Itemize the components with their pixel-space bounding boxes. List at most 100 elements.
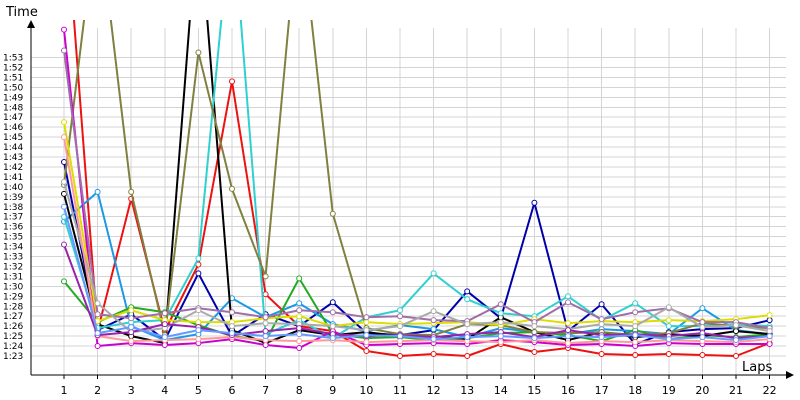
data-point <box>229 185 235 192</box>
data-point <box>262 291 269 298</box>
data-point <box>296 313 303 320</box>
y-tick-label: 1:50 <box>3 83 23 93</box>
series-line <box>72 20 770 357</box>
data-point <box>61 203 67 210</box>
series-8 <box>61 26 773 352</box>
data-point <box>195 319 202 326</box>
data-point <box>195 255 202 262</box>
data-point <box>195 270 202 277</box>
x-tick-label: 16 <box>561 384 575 397</box>
data-point <box>329 309 336 316</box>
data-point <box>229 309 235 316</box>
x-tick-label: 20 <box>695 384 709 397</box>
data-point <box>699 324 706 331</box>
data-point <box>598 351 605 358</box>
data-point <box>632 309 639 316</box>
x-tick-label: 15 <box>527 384 541 397</box>
data-point <box>94 343 101 350</box>
data-point <box>699 305 706 312</box>
data-point <box>128 307 135 314</box>
x-tick-label: 21 <box>729 384 743 397</box>
y-tick-label: 1:43 <box>3 153 23 163</box>
data-point <box>665 304 672 311</box>
data-point <box>531 199 538 206</box>
data-point <box>161 321 168 328</box>
series-line <box>63 20 770 340</box>
data-point <box>262 342 269 349</box>
series <box>61 20 773 359</box>
data-point <box>464 353 471 359</box>
data-point <box>262 314 269 321</box>
y-tick-label: 1:41 <box>3 173 23 183</box>
data-point <box>497 301 504 308</box>
x-tick-label: 19 <box>662 384 676 397</box>
y-tick-label: 1:48 <box>3 103 23 113</box>
data-point <box>195 327 202 334</box>
data-point <box>363 332 370 339</box>
y-tick-label: 1:28 <box>3 302 23 312</box>
y-axis-arrow-icon <box>27 20 35 28</box>
data-point <box>363 348 370 355</box>
y-tick-label: 1:51 <box>3 73 23 83</box>
y-tick-label: 1:31 <box>3 272 23 282</box>
y-tick-label: 1:42 <box>3 163 23 173</box>
data-point <box>430 326 437 333</box>
data-point <box>699 334 706 341</box>
data-point <box>766 333 773 340</box>
data-point <box>430 351 437 358</box>
y-tick-label: 1:38 <box>3 203 23 213</box>
data-point <box>329 299 336 306</box>
data-point <box>94 330 101 337</box>
data-point <box>296 307 303 314</box>
y-tick-label: 1:27 <box>3 312 23 322</box>
data-point <box>94 300 101 307</box>
data-point <box>497 333 504 340</box>
series-line <box>63 29 770 350</box>
series-line <box>63 161 770 346</box>
data-point <box>397 307 403 314</box>
series-5 <box>61 20 773 347</box>
data-point <box>766 328 773 335</box>
data-point <box>195 336 202 343</box>
data-point <box>262 273 269 280</box>
data-point <box>766 341 773 348</box>
data-point <box>61 134 67 141</box>
data-point <box>665 351 672 358</box>
x-tick-label: 1 <box>61 384 68 397</box>
data-point <box>733 328 739 335</box>
data-point <box>94 311 101 318</box>
x-tick-label: 22 <box>763 384 777 397</box>
data-point <box>262 333 269 340</box>
y-tick-labels: 1:231:241:251:261:271:281:291:301:311:32… <box>3 54 23 363</box>
data-point <box>665 336 672 343</box>
data-point <box>699 319 706 326</box>
data-point <box>632 323 639 330</box>
y-tick-label: 1:45 <box>3 133 23 143</box>
data-point <box>296 300 303 307</box>
data-point <box>363 339 370 346</box>
data-point <box>665 323 672 330</box>
data-point <box>161 334 168 341</box>
x-tick-label: 11 <box>393 384 407 397</box>
series-line <box>63 244 770 340</box>
data-point <box>61 178 67 185</box>
data-point <box>464 321 471 328</box>
data-point <box>329 335 336 342</box>
data-point <box>363 314 370 321</box>
series-line <box>63 136 770 345</box>
y-tick-label: 1:49 <box>3 93 23 103</box>
data-point <box>464 288 471 295</box>
series-line <box>63 206 770 342</box>
series-14 <box>61 203 773 344</box>
data-point <box>598 316 605 323</box>
data-point <box>733 337 739 344</box>
x-tick-label: 9 <box>329 384 336 397</box>
series-line <box>63 20 770 337</box>
data-point <box>598 321 605 328</box>
data-point <box>128 338 135 345</box>
data-point <box>296 338 303 345</box>
data-point <box>397 338 403 345</box>
data-point <box>229 330 235 337</box>
data-point <box>397 313 403 320</box>
data-point <box>61 47 67 54</box>
